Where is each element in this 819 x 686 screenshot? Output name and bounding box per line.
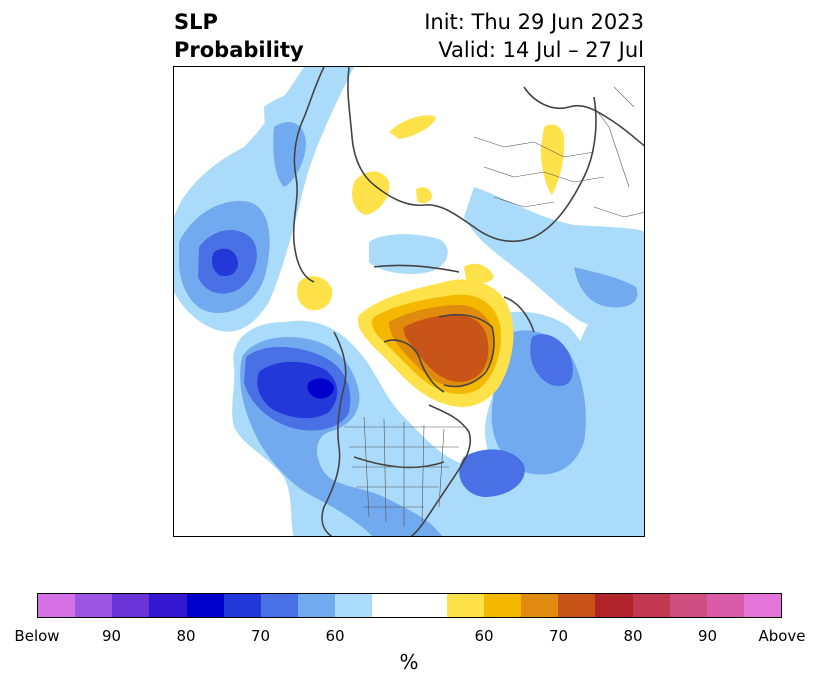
colorbar-swatch [186,594,224,617]
probability-map [173,66,645,537]
colorbar-swatch [483,594,522,617]
above-region-central-a [352,171,390,215]
borders [344,86,644,527]
below-region-atlantic-70a [530,334,573,387]
colorbar-unit-label: % [399,650,419,674]
colorbar-tick-label: 60 [325,627,345,645]
above-region-central-b [416,187,432,204]
colorbar-tick-label: 80 [623,627,643,645]
title-line-1: SLP [174,10,218,34]
colorbar-tick-label: 60 [474,627,494,645]
date-info: Init: Thu 29 Jun 2023 Valid: 14 Jul – 27… [424,8,644,64]
colorbar-tick-label: 90 [101,627,122,645]
above-region-arctic-top [389,115,436,139]
below-region-west-75 [257,361,338,419]
colorbar-swatch [669,594,707,617]
colorbar-swatch [558,594,596,617]
colorbar-swatch [706,594,744,617]
colorbar-swatch [372,594,410,617]
probability-colorbar [37,593,782,618]
colorbar-swatch [75,594,113,617]
above-region-pacific-small [297,276,333,311]
above-region-bering [464,263,494,284]
below-region-pacific-75 [211,248,239,277]
colorbar-tick-label: 70 [548,627,569,645]
below-region-eurasia-65 [574,267,638,308]
title-line-2: Probability [174,38,304,62]
colorbar-swatch [223,594,261,617]
colorbar-swatch [595,594,633,617]
below-region-atlantic-70b [459,449,525,497]
above-region-greenland-75 [403,315,489,382]
colorbar-tick-label: Above [758,627,806,645]
colorbar-tick-label: 70 [250,627,271,645]
colorbar-swatch [112,594,150,617]
below-region-west-80 [307,378,334,399]
colorbar-swatch [260,594,299,617]
colorbar-tick-label: 90 [697,627,718,645]
colorbar-tick-label: 80 [176,627,196,645]
valid-range: Valid: 14 Jul – 27 Jul [438,38,644,62]
colorbar-tick-label: Below [14,627,60,645]
colorbar-swatch [298,594,336,617]
colorbar-swatch [446,594,484,617]
below-region-alaska-65 [273,122,306,187]
below-region-arctic-60 [369,234,448,274]
init-date: Init: Thu 29 Jun 2023 [424,10,644,34]
colorbar-swatch [743,594,782,617]
colorbar-swatch [335,594,373,617]
colorbar-swatch [38,594,76,617]
colorbar-swatch [521,594,559,617]
colorbar-swatch [409,594,447,617]
above-region-siberia [540,124,565,195]
map-title: SLP Probability [174,8,304,64]
colorbar-swatch [149,594,187,617]
map-canvas [174,67,644,536]
coastlines [292,67,644,536]
colorbar-swatch [632,594,670,617]
